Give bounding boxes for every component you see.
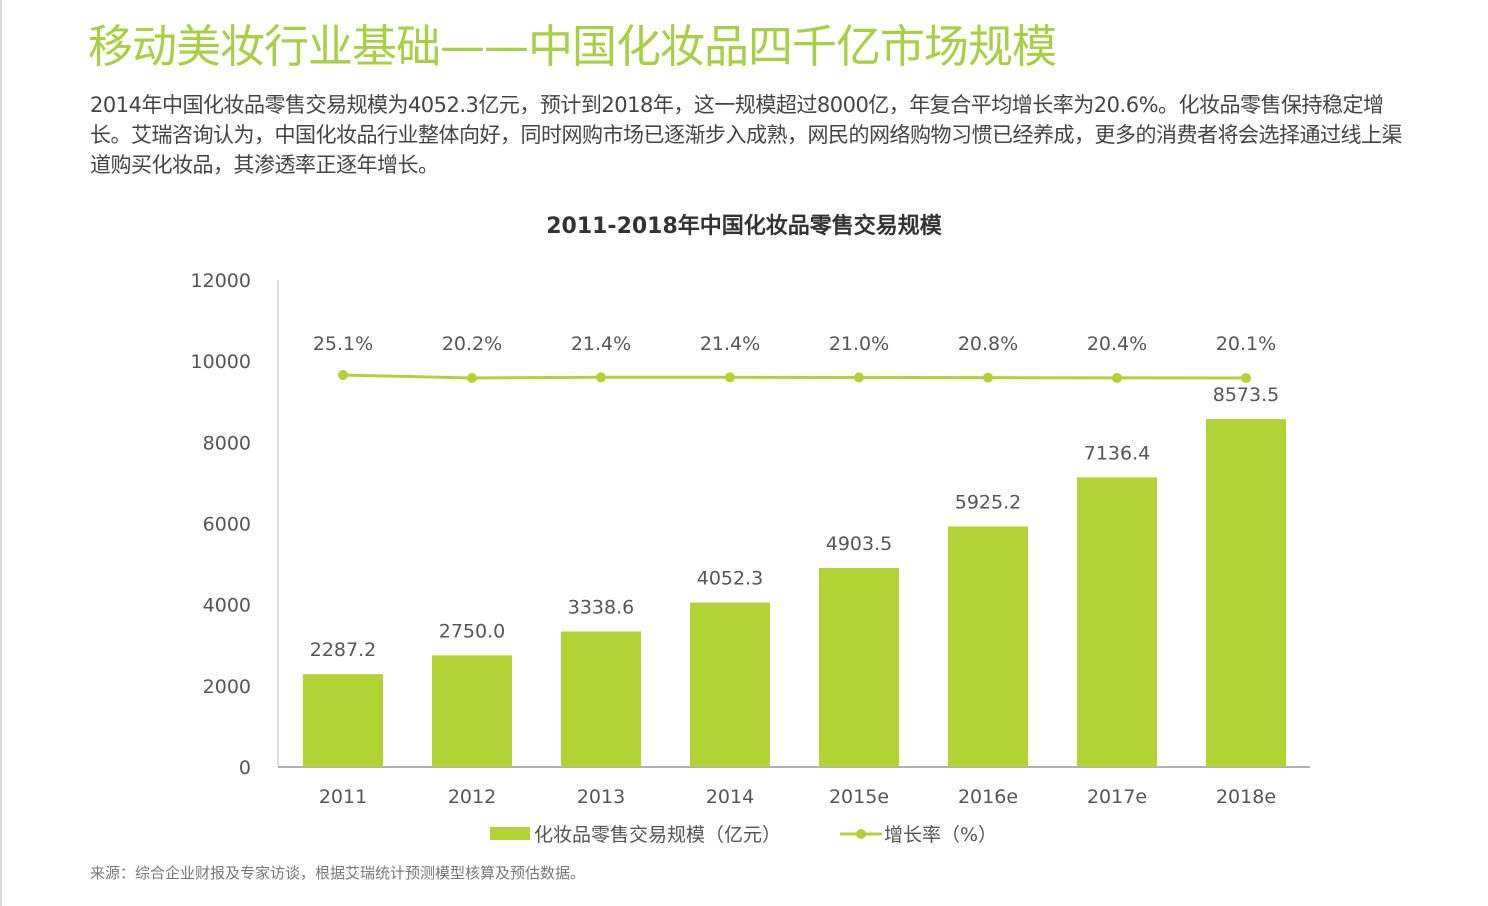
slide-border xyxy=(0,0,2,906)
y-tick-label: 0 xyxy=(239,757,251,779)
x-tick-label: 2018e xyxy=(1216,786,1276,808)
growth-rate-point xyxy=(983,372,993,383)
growth-rate-label: 20.8% xyxy=(958,333,1018,355)
bar xyxy=(690,602,770,767)
y-tick-label: 12000 xyxy=(191,270,251,292)
y-tick-label: 4000 xyxy=(203,595,251,617)
legend-label: 化妆品零售交易规模（亿元） xyxy=(534,824,782,846)
bar-legend-swatch xyxy=(490,827,530,840)
bar xyxy=(303,674,383,767)
bar xyxy=(819,567,899,767)
growth-rate-label: 21.4% xyxy=(700,333,760,355)
description-paragraph: 2014年中国化妆品零售交易规模为4052.3亿元，预计到2018年，这一规模超… xyxy=(90,93,1403,177)
x-tick-label: 2011 xyxy=(319,786,367,808)
bar xyxy=(432,655,512,767)
x-tick-label: 2014 xyxy=(706,786,754,808)
bar xyxy=(1206,419,1286,767)
chart-title: 2011-2018年中国化妆品零售交易规模 xyxy=(546,214,942,239)
bar xyxy=(948,526,1028,767)
line-legend-swatch xyxy=(840,828,882,839)
x-tick-label: 2017e xyxy=(1087,786,1147,808)
legend-item-line: 增长率（%） xyxy=(840,820,997,847)
growth-rate-point xyxy=(596,372,606,383)
bar-value-label: 2287.2 xyxy=(310,639,376,661)
legend-label: 增长率（%） xyxy=(884,824,998,846)
bar xyxy=(561,631,641,767)
bar-value-label: 5925.2 xyxy=(955,492,1021,514)
growth-rate-point xyxy=(1112,372,1122,383)
growth-rate-point xyxy=(854,372,864,383)
bar-value-label: 8573.5 xyxy=(1213,384,1279,406)
x-tick-label: 2013 xyxy=(577,786,625,808)
bar-value-label: 2750.0 xyxy=(439,620,505,642)
x-tick-label: 2015e xyxy=(829,786,889,808)
y-tick-label: 6000 xyxy=(203,514,251,536)
legend-item-bar: 化妆品零售交易规模（亿元） xyxy=(490,820,781,847)
x-tick-label: 2012 xyxy=(448,786,496,808)
y-tick-label: 2000 xyxy=(203,676,251,698)
bar-value-label: 4052.3 xyxy=(697,568,763,590)
y-tick-label: 10000 xyxy=(191,351,251,373)
growth-rate-point xyxy=(338,370,348,381)
growth-rate-point xyxy=(467,373,477,383)
bar-value-label: 7136.4 xyxy=(1084,442,1150,464)
growth-rate-label: 25.1% xyxy=(313,333,373,355)
bar-value-label: 4903.5 xyxy=(826,533,892,555)
growth-rate-label: 21.4% xyxy=(571,333,631,355)
bar xyxy=(1077,477,1157,767)
growth-rate-point xyxy=(725,372,735,383)
growth-rate-label: 21.0% xyxy=(829,333,889,355)
x-tick-label: 2016e xyxy=(958,786,1018,808)
source-note: 来源：综合企业财报及专家访谈，根据艾瑞统计预测模型核算及预估数据。 xyxy=(90,864,586,882)
growth-rate-label: 20.2% xyxy=(442,333,502,355)
growth-rate-line xyxy=(342,373,1247,380)
growth-rate-point xyxy=(1241,373,1251,384)
bar-value-label: 3338.6 xyxy=(568,597,634,619)
growth-rate-label: 20.1% xyxy=(1216,333,1276,355)
page-title: 移动美妆行业基础——中国化妆品四千亿市场规模 xyxy=(88,20,1057,73)
y-tick-label: 8000 xyxy=(203,432,251,454)
growth-rate-label: 20.4% xyxy=(1087,333,1147,355)
